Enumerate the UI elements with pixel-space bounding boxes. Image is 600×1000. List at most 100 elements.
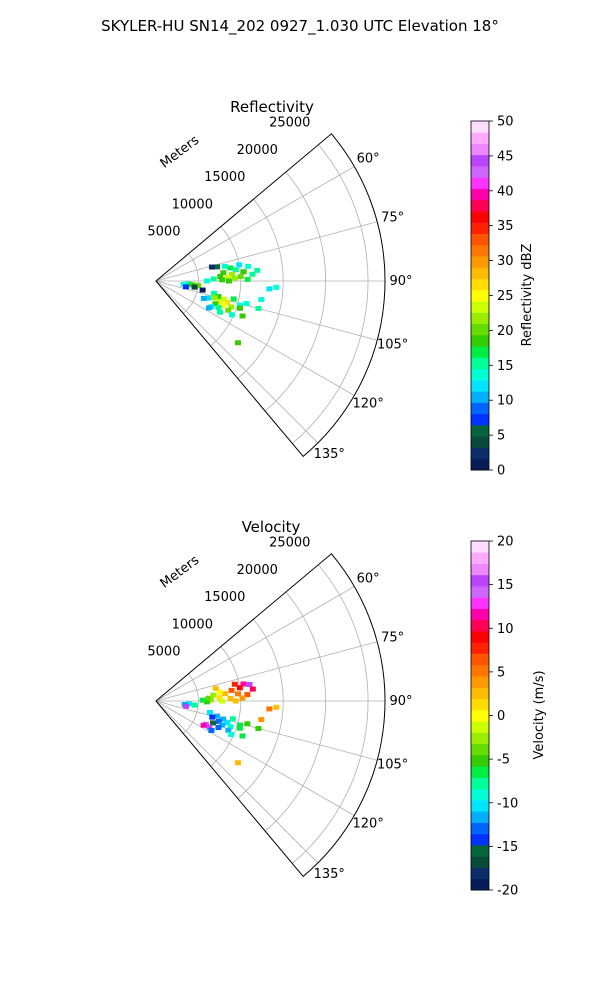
velocity-colorbar-segment (471, 867, 489, 880)
velocity-gate (244, 721, 251, 727)
velocity-gate (212, 685, 219, 691)
reflectivity-azimuth-spoke (155, 280, 378, 341)
reflectivity-colorbar-segment (471, 154, 489, 167)
velocity-colorbar-tick-label: 15 (497, 578, 514, 593)
reflectivity-sector-frame (155, 133, 386, 458)
reflectivity-colorbar-tick-label: 15 (497, 359, 514, 374)
reflectivity-gate (191, 284, 198, 290)
velocity-gate (206, 709, 213, 715)
reflectivity-gate (217, 309, 224, 315)
velocity-colorbar-label: Velocity (m/s) (532, 670, 547, 759)
velocity-gate (210, 692, 217, 698)
velocity-radial-axis-label: Meters (158, 553, 203, 592)
reflectivity-gate (273, 284, 280, 290)
reflectivity-colorbar-segment (471, 188, 489, 201)
velocity-azimuth-spoke (155, 700, 319, 864)
velocity-colorbar-tick-label: 10 (497, 622, 514, 637)
velocity-range-tick-label: 25000 (269, 536, 310, 551)
reflectivity-gate (234, 340, 241, 346)
velocity-gate (228, 687, 235, 693)
reflectivity-gate (232, 267, 239, 273)
reflectivity-gate (185, 281, 192, 287)
reflectivity-colorbar-tick-label: 25 (497, 289, 514, 304)
velocity-gate (220, 716, 227, 722)
velocity-gate (219, 698, 226, 704)
velocity-colorbar-segment (471, 754, 489, 767)
reflectivity-gate (200, 295, 207, 301)
reflectivity-gate (224, 274, 231, 280)
reflectivity-gate (205, 295, 212, 301)
velocity-angle-tick-label: 60° (357, 572, 380, 587)
reflectivity-gate (225, 278, 232, 284)
velocity-range-tick-label: 5000 (147, 645, 180, 660)
reflectivity-gate (254, 267, 261, 273)
reflectivity-colorbar-segment (471, 132, 489, 144)
velocity-colorbar-segment (471, 552, 489, 564)
reflectivity-gate (245, 263, 252, 269)
reflectivity-gate (214, 264, 221, 270)
velocity-title: Velocity (242, 518, 301, 536)
velocity-colorbar-segment (471, 844, 489, 857)
velocity-azimuth-spoke (155, 700, 378, 761)
velocity-angle-tick-label: 75° (381, 631, 404, 646)
velocity-range-ring (264, 591, 327, 832)
velocity-colorbar-segment (471, 822, 489, 835)
reflectivity-gate (258, 297, 265, 303)
velocity-gate (246, 682, 253, 688)
reflectivity-gate (237, 274, 244, 280)
velocity-gate (258, 717, 265, 723)
reflectivity-colorbar-segment (471, 413, 489, 426)
reflectivity-colorbar-segment (471, 143, 489, 156)
reflectivity-azimuth-spoke (155, 280, 355, 396)
reflectivity-gate (215, 305, 222, 311)
velocity-gate (228, 731, 235, 737)
reflectivity-gate (182, 284, 189, 290)
reflectivity-gate (208, 264, 215, 270)
velocity-gate (199, 697, 206, 703)
reflectivity-gate (236, 305, 243, 311)
velocity-gate (273, 704, 280, 710)
reflectivity-colorbar-label: Reflectivity dBZ (520, 244, 535, 347)
reflectivity-gate (240, 269, 247, 275)
velocity-azimuth-spoke (155, 641, 378, 702)
velocity-colorbar-segment (471, 743, 489, 756)
velocity-gate (200, 722, 207, 728)
velocity-gate (249, 686, 256, 692)
reflectivity-colorbar-segment (471, 199, 489, 212)
velocity-colorbar-segment (471, 597, 489, 609)
velocity-gate (236, 685, 243, 691)
reflectivity-angle-tick-label: 90° (389, 274, 412, 289)
reflectivity-range-ring (237, 198, 284, 379)
velocity-gate (208, 727, 215, 733)
reflectivity-gate (211, 295, 218, 301)
reflectivity-angle-tick-label: 75° (381, 211, 404, 226)
reflectivity-gate (215, 294, 222, 300)
reflectivity-colorbar-tick-label: 45 (497, 149, 514, 164)
reflectivity-range-ring (210, 226, 242, 347)
velocity-sector-grid: 60° 75° 90° 105° 120° 135° 5000 10000 15000 20000… (147, 536, 412, 883)
reflectivity-range-tick-label: 25000 (269, 116, 310, 131)
velocity-azimuth-spoke (155, 586, 355, 702)
velocity-colorbar-tick-label: 0 (497, 709, 505, 724)
velocity-colorbar-segment (471, 574, 489, 587)
reflectivity-colorbar-tick-label: 5 (497, 429, 505, 444)
reflectivity-colorbar-segment (471, 211, 489, 223)
velocity-colorbar-segment (471, 799, 489, 812)
reflectivity-colorbar-tick-label: 40 (497, 184, 514, 199)
velocity-gate (213, 713, 220, 719)
velocity-panel: Velocity 60° 75° 90° 105° 120° 135° 5000 10000 1… (147, 518, 547, 899)
reflectivity-gate (229, 271, 236, 277)
velocity-gate (239, 733, 246, 739)
reflectivity-colorbar-segment (471, 121, 489, 133)
reflectivity-gate (224, 300, 231, 306)
velocity-colorbar-segment (471, 732, 489, 745)
velocity-gate (203, 699, 210, 705)
reflectivity-colorbar-segment (471, 391, 489, 403)
velocity-range-ring (237, 618, 284, 799)
reflectivity-colorbar-segment (471, 233, 489, 246)
reflectivity-colorbar-segment (471, 402, 489, 415)
reflectivity-range-tick-label: 20000 (237, 143, 278, 158)
reflectivity-colorbar-segment (471, 267, 489, 280)
reflectivity-angle-tick-label: 60° (357, 152, 380, 167)
reflectivity-colorbar-segment (471, 244, 489, 257)
